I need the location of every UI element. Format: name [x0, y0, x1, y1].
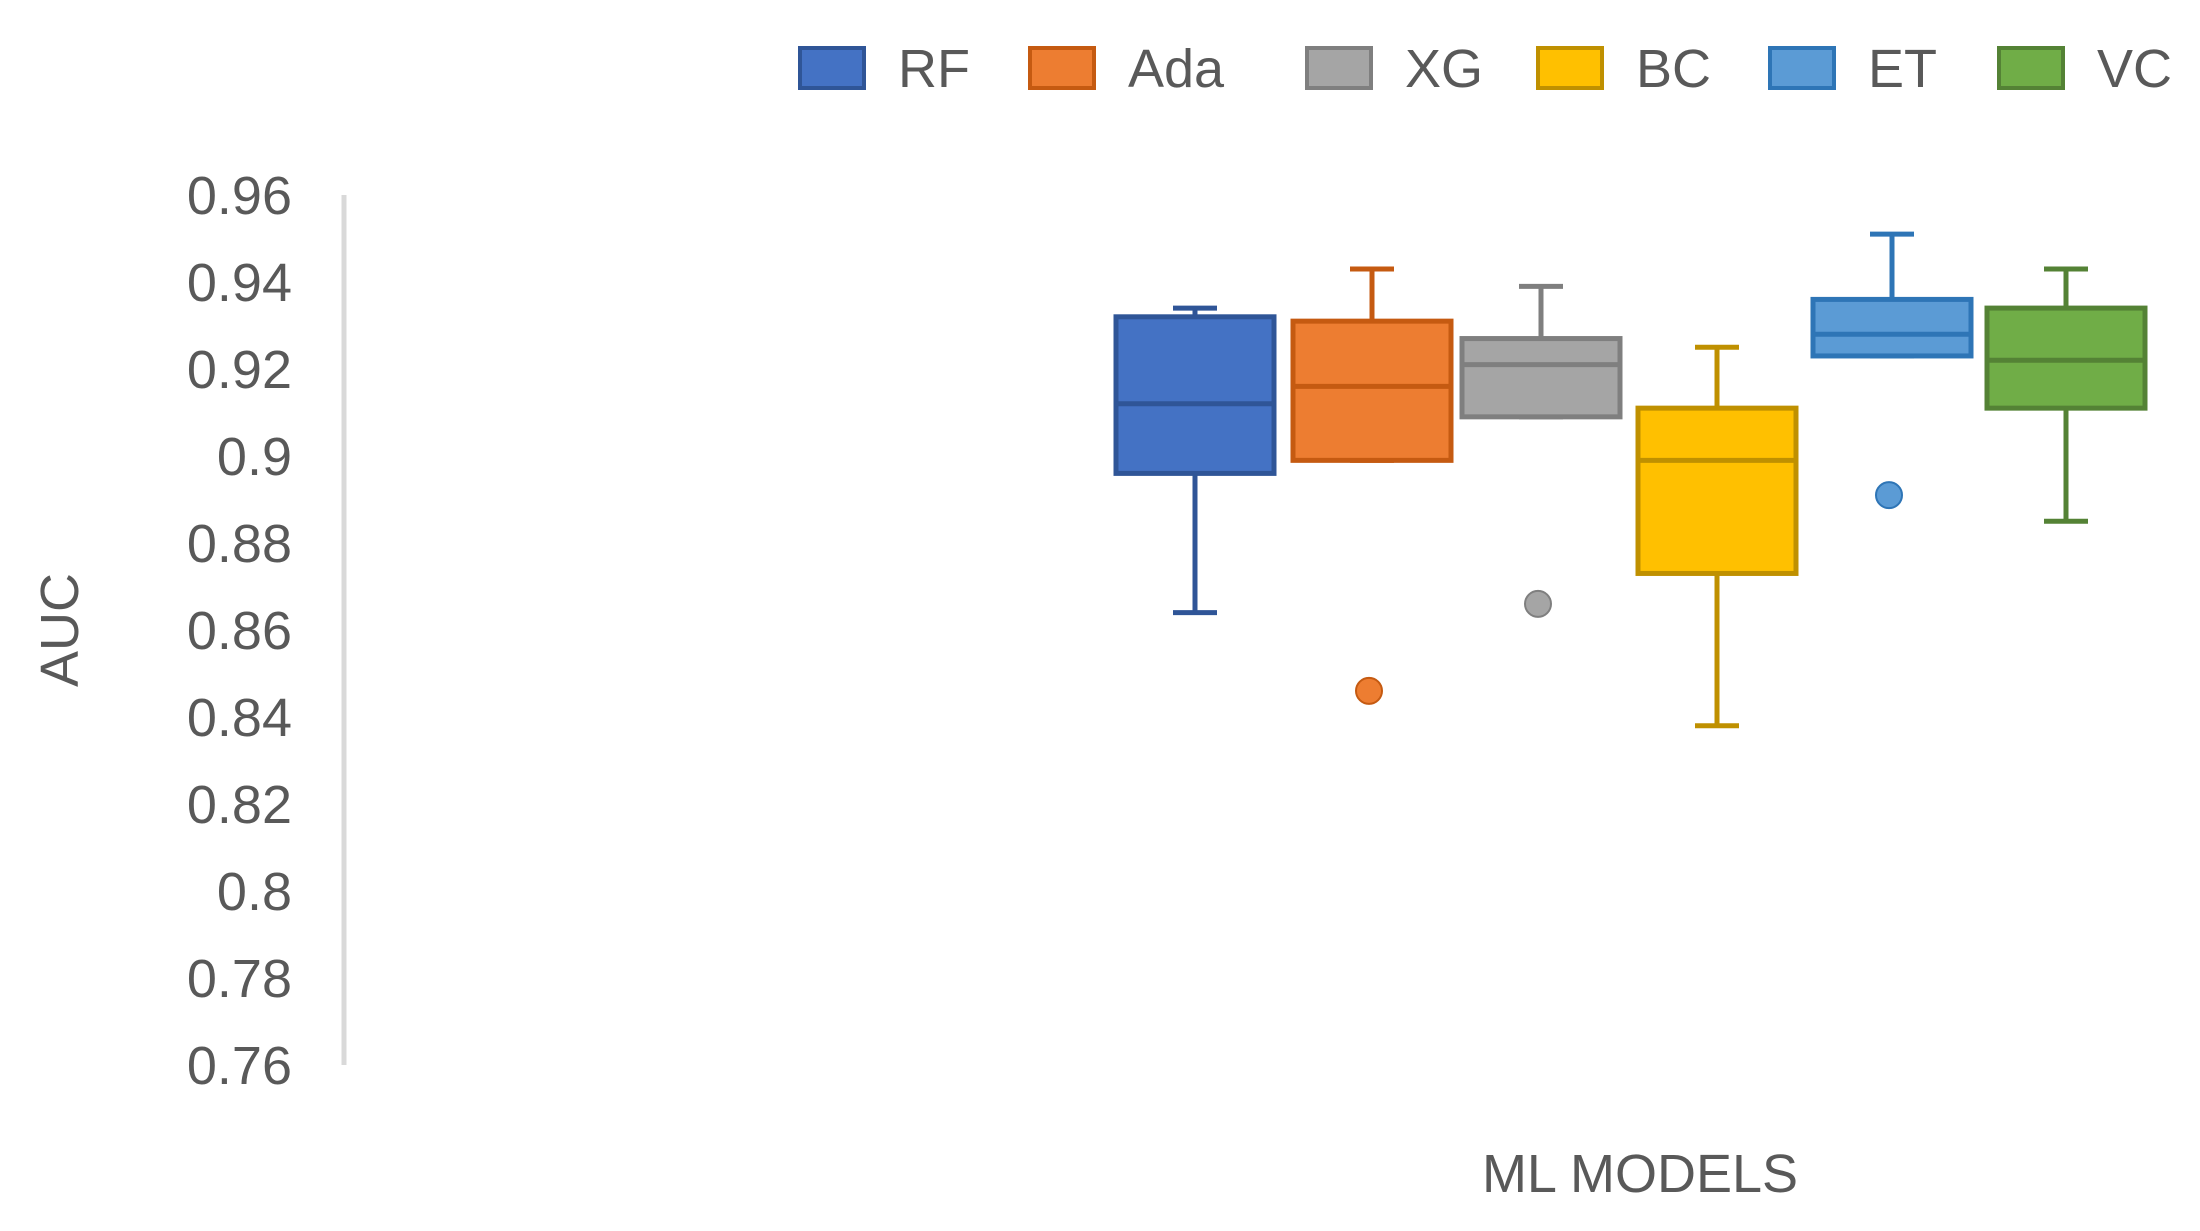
box-et	[1810, 231, 1974, 510]
box-body	[1290, 318, 1454, 463]
box-xg	[1459, 283, 1623, 618]
legend-item-xg: XG	[1305, 39, 1483, 99]
y-axis-ticks: 0.76 0.78 0.8 0.82 0.84 0.86 0.88 0.9 0.92 0.94 0.…	[187, 166, 292, 1096]
legend-swatch	[1028, 46, 1096, 90]
outlier-point	[1875, 481, 1903, 510]
y-tick-label: 0.86	[187, 601, 292, 661]
legend-item-rf: RF	[798, 39, 970, 99]
box-body	[1459, 336, 1623, 420]
outlier-point	[1355, 676, 1383, 705]
box-body	[1635, 405, 1799, 576]
box-bc	[1635, 344, 1799, 729]
legend-label: RF	[898, 39, 970, 99]
legend-item-vc: VC	[1997, 39, 2172, 99]
legend: RF Ada XG BC ET VC	[798, 39, 2172, 99]
box-series-group	[1113, 231, 2148, 729]
y-tick-label: 0.84	[187, 688, 292, 748]
y-tick-label: 0.94	[187, 253, 292, 313]
y-tick-label: 0.78	[187, 949, 292, 1009]
legend-item-ada: Ada	[1028, 39, 1225, 99]
legend-swatch	[798, 46, 866, 90]
legend-label: BC	[1636, 39, 1711, 99]
legend-swatch	[1768, 46, 1836, 90]
legend-swatch	[1536, 46, 1604, 90]
box-vc	[1984, 266, 2148, 524]
x-axis-title: ML MODELS	[1482, 1144, 1798, 1204]
box-body	[1810, 296, 1974, 359]
box-rf	[1113, 305, 1277, 616]
y-tick-label: 0.92	[187, 340, 292, 400]
legend-label: ET	[1868, 39, 1937, 99]
box-body	[1113, 314, 1277, 476]
y-tick-label: 0.76	[187, 1036, 292, 1096]
box-ada	[1290, 266, 1454, 705]
legend-item-bc: BC	[1536, 39, 1711, 99]
y-axis-title: AUC	[30, 573, 90, 687]
legend-label: VC	[2097, 39, 2172, 99]
outlier-point	[1524, 589, 1552, 618]
legend-item-et: ET	[1768, 39, 1937, 99]
legend-swatch	[1305, 46, 1373, 90]
y-tick-label: 0.82	[187, 775, 292, 835]
legend-swatch	[1997, 46, 2065, 90]
legend-label: XG	[1405, 39, 1483, 99]
y-tick-label: 0.88	[187, 514, 292, 574]
y-tick-label: 0.8	[217, 862, 292, 922]
y-tick-label: 0.96	[187, 166, 292, 226]
legend-label: Ada	[1128, 39, 1225, 99]
y-tick-label: 0.9	[217, 427, 292, 487]
